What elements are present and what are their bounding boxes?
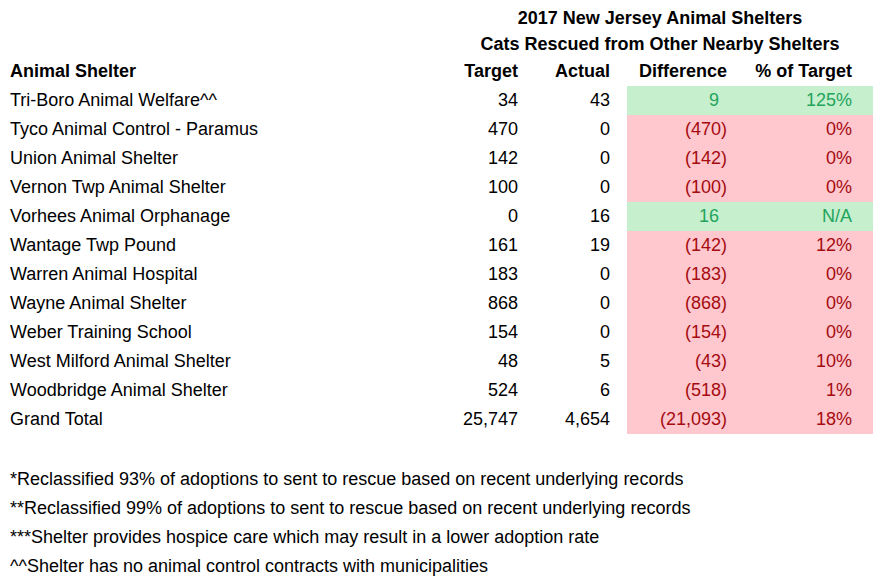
actual-value: 0	[525, 260, 627, 289]
target-value: 34	[447, 86, 525, 115]
footnote-reclassified-93: *Reclassified 93% of adoptions to sent t…	[10, 465, 881, 494]
table-row: Woodbridge Animal Shelter 524 6 (518) 1%	[0, 376, 881, 405]
pct-of-target-value: 125%	[737, 86, 873, 115]
difference-value: 9	[627, 86, 737, 115]
actual-value: 0	[525, 173, 627, 202]
target-value: 154	[447, 318, 525, 347]
pct-of-target-value: 0%	[737, 289, 873, 318]
target-value: 524	[447, 376, 525, 405]
pct-of-target-value: 0%	[737, 115, 873, 144]
footnote-reclassified-99: **Reclassified 99% of adoptions to sent …	[10, 494, 881, 523]
actual-value: 0	[525, 289, 627, 318]
shelter-name: Vorhees Animal Orphanage	[0, 202, 447, 231]
shelter-name: Tyco Animal Control - Paramus	[0, 115, 447, 144]
footnotes: *Reclassified 93% of adoptions to sent t…	[0, 465, 881, 580]
difference-value: (100)	[627, 173, 737, 202]
difference-value: (470)	[627, 115, 737, 144]
difference-value: (518)	[627, 376, 737, 405]
actual-value: 19	[525, 231, 627, 260]
table-row: West Milford Animal Shelter 48 5 (43) 10…	[0, 347, 881, 376]
difference-value: (21,093)	[627, 405, 737, 434]
report-title-block: 2017 New Jersey Animal Shelters Cats Res…	[447, 5, 873, 57]
table-row: Wantage Twp Pound 161 19 (142) 12%	[0, 231, 881, 260]
spacer	[0, 434, 881, 465]
difference-value: 16	[627, 202, 737, 231]
table-row-grand-total: Grand Total 25,747 4,654 (21,093) 18%	[0, 405, 881, 434]
target-value: 470	[447, 115, 525, 144]
pct-of-target-value: 18%	[737, 405, 873, 434]
shelter-name: Tri-Boro Animal Welfare^^	[0, 86, 447, 115]
actual-value: 0	[525, 318, 627, 347]
difference-value: (142)	[627, 231, 737, 260]
shelter-name: Vernon Twp Animal Shelter	[0, 173, 447, 202]
target-value: 0	[447, 202, 525, 231]
shelter-name: Wantage Twp Pound	[0, 231, 447, 260]
pct-of-target-value: 1%	[737, 376, 873, 405]
shelter-name: Weber Training School	[0, 318, 447, 347]
shelter-name: West Milford Animal Shelter	[0, 347, 447, 376]
report-title: 2017 New Jersey Animal Shelters	[447, 5, 873, 31]
target-value: 48	[447, 347, 525, 376]
report-subtitle: Cats Rescued from Other Nearby Shelters	[447, 31, 873, 57]
footnote-no-contracts: ^^Shelter has no animal control contract…	[10, 552, 881, 580]
table-row: Wayne Animal Shelter 868 0 (868) 0%	[0, 289, 881, 318]
footnote-hospice-care: ***Shelter provides hospice care which m…	[10, 523, 881, 552]
spreadsheet-report: 2017 New Jersey Animal Shelters Cats Res…	[0, 0, 881, 580]
difference-value: (868)	[627, 289, 737, 318]
header-difference: Difference	[627, 57, 737, 86]
header-pct-of-target: % of Target	[737, 57, 873, 86]
pct-of-target-value: 0%	[737, 144, 873, 173]
shelter-name: Union Animal Shelter	[0, 144, 447, 173]
actual-value: 43	[525, 86, 627, 115]
shelter-name: Wayne Animal Shelter	[0, 289, 447, 318]
pct-of-target-value: 0%	[737, 260, 873, 289]
header-target: Target	[447, 57, 525, 86]
difference-value: (142)	[627, 144, 737, 173]
pct-of-target-value: 0%	[737, 173, 873, 202]
actual-value: 16	[525, 202, 627, 231]
header-actual: Actual	[525, 57, 627, 86]
pct-of-target-value: 0%	[737, 318, 873, 347]
table-header-row: Animal Shelter Target Actual Difference …	[0, 57, 881, 86]
target-value: 142	[447, 144, 525, 173]
actual-value: 0	[525, 115, 627, 144]
table-row: Tri-Boro Animal Welfare^^ 34 43 9 125%	[0, 86, 881, 115]
table-row: Tyco Animal Control - Paramus 470 0 (470…	[0, 115, 881, 144]
header-animal-shelter: Animal Shelter	[0, 57, 447, 86]
pct-of-target-value: 12%	[737, 231, 873, 260]
table-row: Warren Animal Hospital 183 0 (183) 0%	[0, 260, 881, 289]
shelter-name: Grand Total	[0, 405, 447, 434]
target-value: 868	[447, 289, 525, 318]
pct-of-target-value: N/A	[737, 202, 873, 231]
shelter-name: Warren Animal Hospital	[0, 260, 447, 289]
difference-value: (43)	[627, 347, 737, 376]
shelter-name: Woodbridge Animal Shelter	[0, 376, 447, 405]
table-row: Vernon Twp Animal Shelter 100 0 (100) 0%	[0, 173, 881, 202]
table-row: Vorhees Animal Orphanage 0 16 16 N/A	[0, 202, 881, 231]
actual-value: 5	[525, 347, 627, 376]
difference-value: (183)	[627, 260, 737, 289]
target-value: 161	[447, 231, 525, 260]
target-value: 100	[447, 173, 525, 202]
actual-value: 0	[525, 144, 627, 173]
target-value: 183	[447, 260, 525, 289]
pct-of-target-value: 10%	[737, 347, 873, 376]
table-row: Union Animal Shelter 142 0 (142) 0%	[0, 144, 881, 173]
difference-value: (154)	[627, 318, 737, 347]
table-row: Weber Training School 154 0 (154) 0%	[0, 318, 881, 347]
actual-value: 6	[525, 376, 627, 405]
actual-value: 4,654	[525, 405, 627, 434]
target-value: 25,747	[447, 405, 525, 434]
